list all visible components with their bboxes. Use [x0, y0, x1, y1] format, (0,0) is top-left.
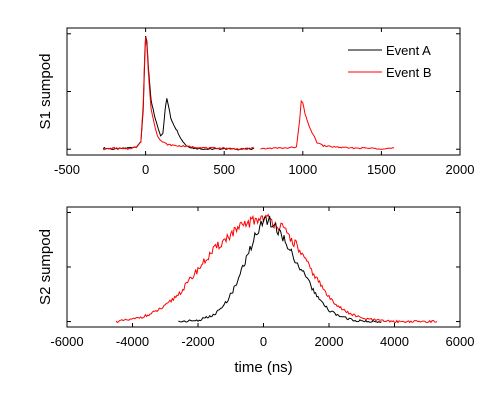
- top-series-event-b-line: [260, 99, 395, 150]
- top-x-tick-label: 2000: [446, 162, 475, 177]
- top-x-tick-label: 1000: [288, 162, 317, 177]
- bottom-x-tick-label: -4000: [116, 334, 149, 349]
- bottom-axes-box: [66, 206, 461, 328]
- bottom-panel: -6000 -4000 -2000 0 2000 4000 6000 S2 sumpod tim…: [37, 206, 475, 376]
- top-x-tick-label: 0: [142, 162, 149, 177]
- bottom-y-axis-label: S2 sumpod: [37, 229, 54, 305]
- top-x-tick-label: -500: [54, 162, 80, 177]
- bottom-x-tick-label: -6000: [50, 334, 83, 349]
- legend-label-event-a: Event A: [386, 43, 431, 58]
- bottom-x-tick-label: 2000: [315, 334, 344, 349]
- top-panel: -500 0 500 1000 1500 2000 S1 sumpod Event A Even…: [37, 27, 475, 177]
- bottom-x-tick-label: 4000: [380, 334, 409, 349]
- bottom-x-tick-label: -2000: [181, 334, 214, 349]
- bottom-x-tick-label: 6000: [446, 334, 475, 349]
- top-x-tick-label: 1500: [367, 162, 396, 177]
- legend-label-event-b: Event B: [386, 65, 432, 80]
- top-x-tick-label: 500: [213, 162, 235, 177]
- bottom-x-tick-label: 0: [260, 334, 267, 349]
- top-series-event-b-line: [103, 36, 255, 151]
- bottom-series-event-a-line: [178, 215, 382, 324]
- top-y-axis-label: S1 sumpod: [37, 54, 54, 130]
- bottom-x-axis-label: time (ns): [234, 359, 292, 376]
- top-series-event-a-line: [102, 35, 255, 151]
